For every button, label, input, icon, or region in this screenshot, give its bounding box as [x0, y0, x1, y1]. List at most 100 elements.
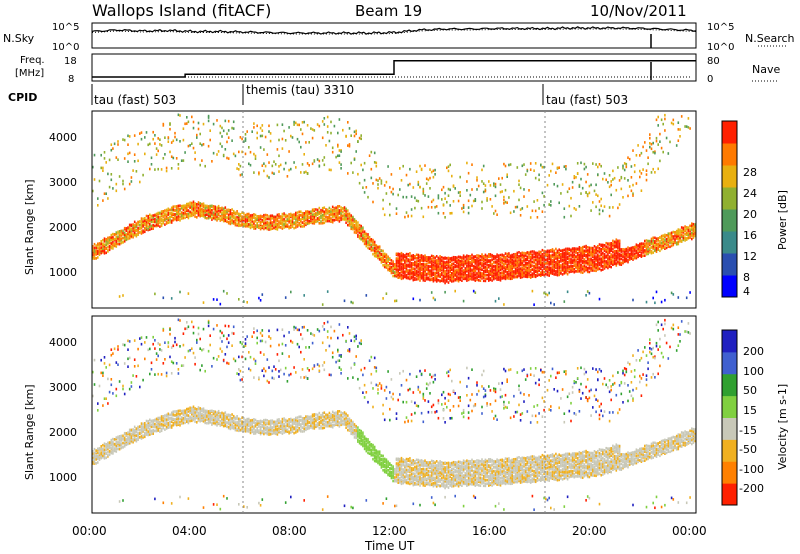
echo-cell	[521, 274, 524, 278]
echo-cell	[551, 271, 554, 274]
echo-cell	[159, 225, 161, 228]
echo-cell	[600, 265, 602, 268]
echo-cell	[425, 277, 428, 281]
echo-cell	[489, 255, 492, 258]
echo-cell	[446, 260, 448, 264]
echo-cell	[565, 259, 567, 262]
echo-cell	[325, 218, 327, 222]
cpid-label: CPID	[8, 91, 37, 104]
echo-cell	[182, 216, 185, 220]
echo-cell	[504, 257, 507, 260]
echo-cell	[160, 213, 163, 217]
echo-cell	[429, 256, 431, 260]
echo-cell	[692, 236, 695, 239]
echo-cell	[529, 264, 532, 267]
echo-cell	[412, 256, 415, 259]
echo-cell	[429, 278, 431, 281]
echo-cell	[409, 167, 411, 171]
echo-cell	[281, 137, 284, 141]
echo-cell	[196, 216, 198, 219]
echo-cell	[414, 206, 416, 210]
echo-cell	[424, 268, 426, 271]
echo-cell	[553, 258, 555, 262]
echo-cell	[95, 249, 97, 253]
echo-cell	[269, 216, 272, 220]
echo-cell	[506, 276, 508, 280]
echo-cell	[560, 264, 562, 267]
echo-cell	[441, 279, 443, 283]
echo-cell	[466, 261, 468, 265]
echo-cell	[231, 212, 233, 215]
echo-cell	[523, 163, 525, 166]
echo-cell	[373, 161, 376, 164]
echo-cell	[139, 227, 141, 230]
echo-cell	[555, 247, 557, 251]
echo-cell	[298, 123, 300, 127]
echo-cell	[553, 251, 555, 254]
echo-cell	[191, 208, 193, 211]
echo-cell	[186, 116, 188, 119]
echo-cell	[120, 439, 123, 442]
echo-cell	[506, 252, 508, 256]
echo-cell	[308, 212, 310, 216]
echo-cell	[323, 214, 326, 217]
echo-cell	[227, 157, 230, 160]
echo-cell	[677, 230, 680, 234]
echo-cell	[551, 261, 554, 265]
echo-cell	[655, 243, 658, 246]
echo-cell	[93, 178, 96, 181]
echo-cell	[534, 269, 537, 272]
echo-cell	[140, 137, 143, 141]
echo-cell	[170, 213, 173, 217]
echo-cell	[244, 133, 247, 136]
echo-cell	[639, 175, 641, 179]
echo-cell	[226, 140, 228, 144]
echo-cell	[140, 225, 143, 229]
echo-cell	[469, 272, 472, 276]
echo-cell	[513, 263, 515, 266]
echo-cell	[157, 420, 159, 424]
echo-cell	[560, 192, 562, 195]
echo-cell	[504, 265, 507, 269]
echo-cell	[543, 252, 545, 255]
echo-cell	[451, 211, 453, 215]
echo-cell	[100, 456, 102, 460]
echo-cell	[689, 224, 691, 228]
echo-cell	[617, 260, 619, 264]
echo-cell	[122, 384, 124, 388]
echo-cell	[155, 212, 158, 216]
echo-cell	[368, 235, 371, 239]
echo-cell	[467, 275, 470, 278]
echo-cell	[586, 252, 589, 256]
echo-cell	[447, 281, 450, 284]
echo-cell	[343, 206, 346, 209]
echo-cell	[613, 240, 616, 244]
echo-cell	[424, 272, 426, 275]
echo-cell	[248, 223, 250, 226]
echo-cell	[100, 166, 102, 170]
echo-cell	[430, 273, 433, 276]
echo-cell	[331, 215, 334, 218]
echo-cell	[573, 268, 576, 271]
echo-cell	[494, 182, 497, 186]
echo-cell	[529, 268, 532, 272]
echo-cell	[600, 249, 602, 253]
echo-cell	[422, 192, 425, 195]
echo-cell	[318, 222, 321, 225]
echo-cell	[670, 291, 673, 295]
echo-cell	[439, 269, 441, 273]
echo-cell	[192, 203, 195, 206]
echo-cell	[462, 273, 465, 276]
echo-cell	[236, 210, 238, 213]
echo-cell	[130, 434, 133, 437]
echo-cell	[471, 204, 473, 208]
echo-cell	[112, 352, 114, 355]
echo-cell	[360, 163, 362, 167]
echo-cell	[102, 443, 104, 447]
echo-cell	[140, 427, 143, 430]
echo-cell	[112, 247, 114, 250]
echo-cell	[610, 183, 612, 187]
echo-cell	[122, 240, 124, 244]
echo-cell	[457, 277, 460, 281]
echo-cell	[122, 499, 124, 502]
